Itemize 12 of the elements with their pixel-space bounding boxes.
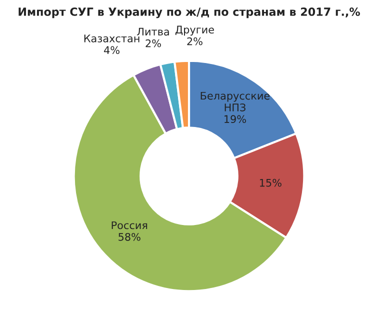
data-label: 15% [260, 178, 282, 187]
data-label: 4% [104, 46, 120, 54]
slice-label: Казахстан [84, 34, 140, 42]
data-label: 2% [146, 39, 161, 48]
slice-label: Литва [137, 28, 169, 36]
data-label: 19% [224, 115, 246, 124]
slice-label: Россия [112, 221, 148, 230]
data-label: 2% [187, 37, 202, 46]
data-label: 58% [118, 232, 140, 241]
chart-title: Импорт СУГ в Украину по ж/д по странам в 2017 г.,% [18, 8, 360, 18]
slice-label: Беларусские НПЗ [200, 92, 270, 112]
slice-label: Другие [175, 26, 214, 36]
